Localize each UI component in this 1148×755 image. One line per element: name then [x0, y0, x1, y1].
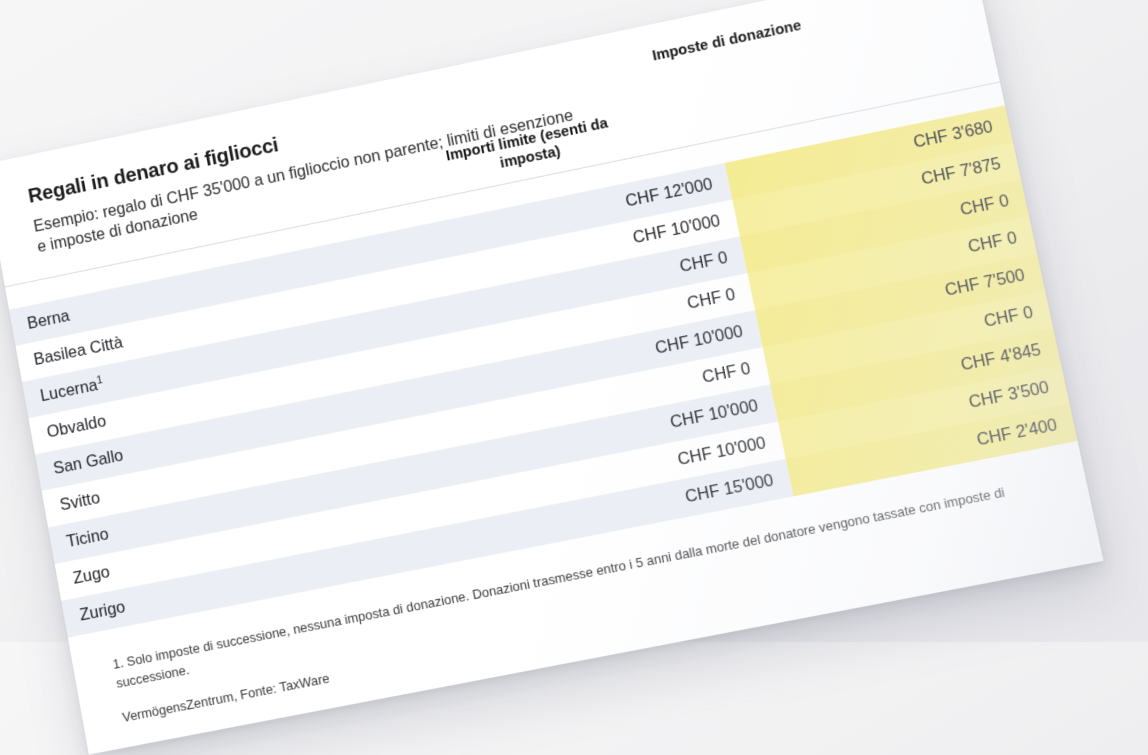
- footnote-marker: 1: [95, 373, 104, 387]
- scene: Regali in denaro ai figliocci Esempio: r…: [0, 0, 1148, 642]
- table-card: Regali in denaro ai figliocci Esempio: r…: [0, 0, 1104, 755]
